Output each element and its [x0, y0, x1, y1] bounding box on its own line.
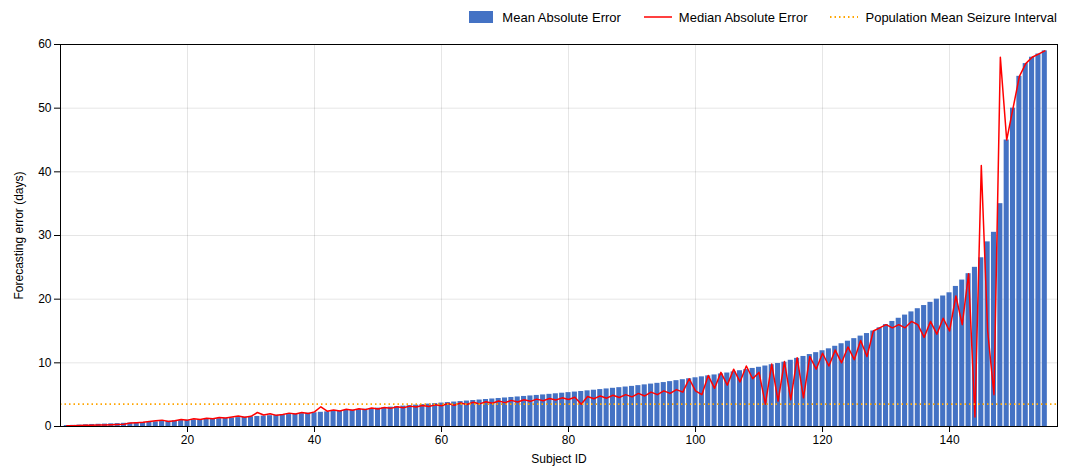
svg-text:20: 20: [181, 433, 195, 447]
svg-text:50: 50: [38, 101, 52, 115]
svg-text:40: 40: [308, 433, 322, 447]
svg-text:120: 120: [813, 433, 833, 447]
svg-text:80: 80: [562, 433, 576, 447]
html-text:Median Absolute Error: Median Absolute Error: [678, 9, 808, 25]
svg-text:20: 20: [38, 292, 52, 306]
svg-text:Forecasting error (days): Forecasting error (days): [12, 171, 26, 299]
html-text:Mean Absolute Error: Mean Absolute Error: [502, 9, 621, 25]
svg-text:40: 40: [38, 165, 52, 179]
svg-text:60: 60: [435, 433, 449, 447]
html-text:Population Mean Seizure Interv: Population Mean Seizure Interval: [865, 9, 1057, 25]
svg-text:100: 100: [686, 433, 706, 447]
svg-text:Subject ID: Subject ID: [531, 452, 587, 466]
svg-text:60: 60: [38, 37, 52, 51]
svg-text:30: 30: [38, 228, 52, 242]
svg-text:0: 0: [45, 419, 52, 433]
svg-text:140: 140: [940, 433, 960, 447]
svg-text:10: 10: [38, 356, 52, 370]
